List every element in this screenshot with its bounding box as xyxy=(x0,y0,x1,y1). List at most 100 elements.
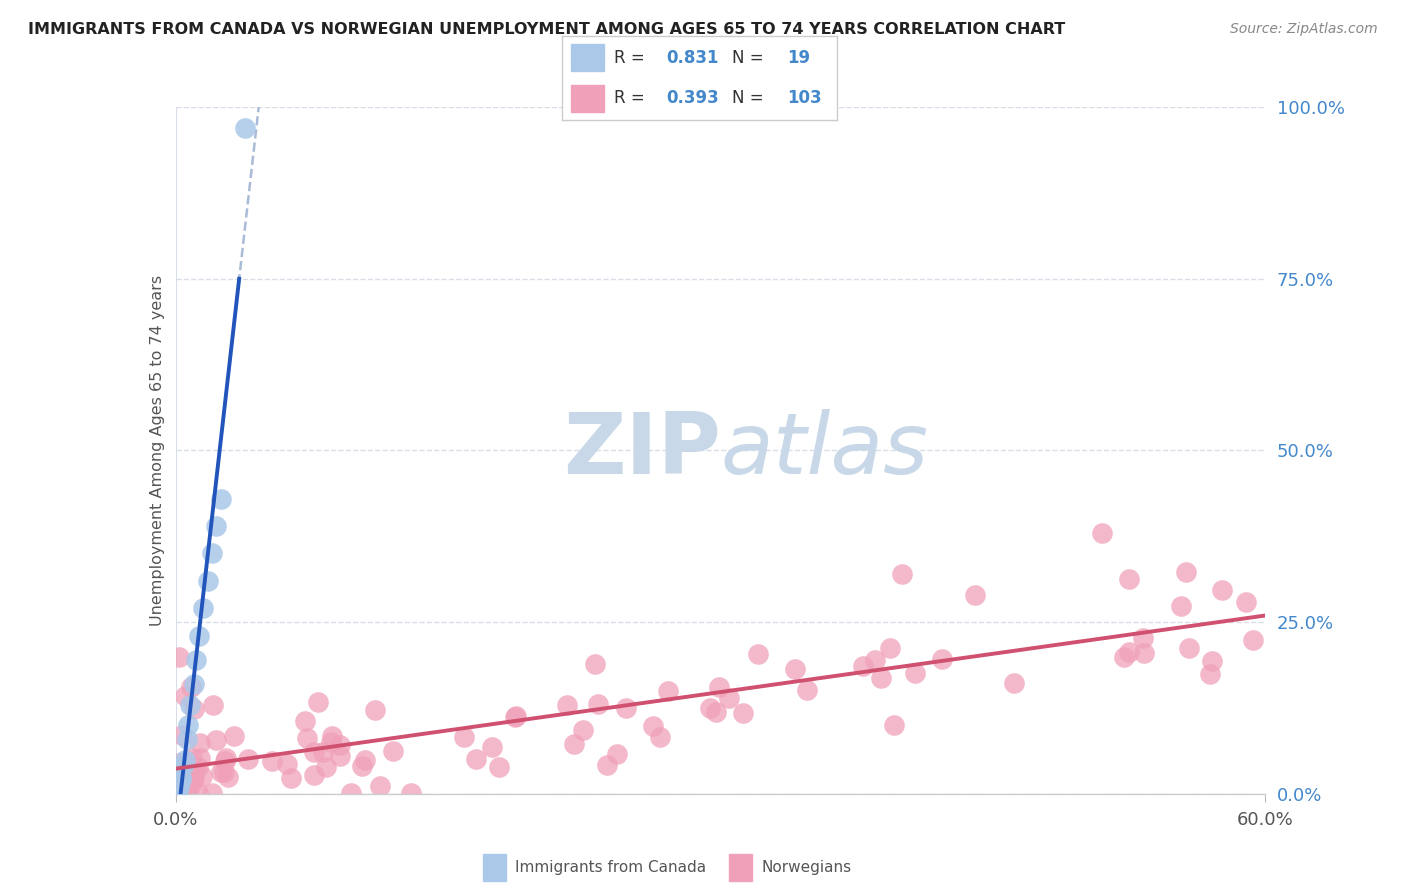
Point xyxy=(657,684,679,698)
Point xyxy=(184,653,207,667)
Point xyxy=(1234,595,1257,609)
Point xyxy=(170,773,193,788)
Point xyxy=(783,662,806,676)
Text: Norwegians: Norwegians xyxy=(761,861,851,875)
Point xyxy=(302,745,325,759)
Text: N =: N = xyxy=(733,49,769,67)
Text: IMMIGRANTS FROM CANADA VS NORWEGIAN UNEMPLOYMENT AMONG AGES 65 TO 74 YEARS CORRE: IMMIGRANTS FROM CANADA VS NORWEGIAN UNEM… xyxy=(28,22,1066,37)
Point xyxy=(280,771,302,785)
Point xyxy=(555,698,578,713)
Point xyxy=(931,651,953,665)
Point xyxy=(179,758,201,772)
Point xyxy=(188,751,211,765)
Point xyxy=(329,749,352,764)
Y-axis label: Unemployment Among Ages 65 to 74 years: Unemployment Among Ages 65 to 74 years xyxy=(149,275,165,626)
Text: 0.831: 0.831 xyxy=(666,49,718,67)
Point xyxy=(214,754,236,768)
Point xyxy=(187,760,209,774)
Point xyxy=(1211,582,1233,597)
Point xyxy=(197,574,219,588)
Point xyxy=(321,729,343,743)
Bar xyxy=(571,85,603,112)
Point xyxy=(174,778,197,792)
Bar xyxy=(728,855,752,881)
Point xyxy=(1091,525,1114,540)
Point xyxy=(1174,565,1197,579)
Point xyxy=(212,765,235,780)
Point xyxy=(169,780,191,794)
Point xyxy=(796,682,818,697)
Point xyxy=(1118,573,1140,587)
Point xyxy=(879,640,901,655)
Point xyxy=(596,757,619,772)
Point xyxy=(704,706,727,720)
Point xyxy=(1201,654,1223,668)
Point xyxy=(236,752,259,766)
Point xyxy=(170,770,193,784)
Point xyxy=(177,718,200,732)
Point xyxy=(187,785,209,799)
Point xyxy=(183,701,205,715)
Point xyxy=(503,710,526,724)
Point xyxy=(863,653,886,667)
Point xyxy=(294,714,316,728)
Point xyxy=(583,657,606,672)
Text: ZIP: ZIP xyxy=(562,409,721,492)
Point xyxy=(215,751,238,765)
Point xyxy=(562,737,585,751)
Point xyxy=(201,546,224,561)
Point xyxy=(381,744,404,758)
Point xyxy=(202,698,225,712)
Point xyxy=(169,650,191,665)
Point xyxy=(173,690,195,704)
Point xyxy=(183,677,205,691)
Text: 19: 19 xyxy=(787,49,810,67)
Point xyxy=(699,701,721,715)
Point xyxy=(1002,675,1025,690)
Point xyxy=(851,659,873,673)
Point xyxy=(188,736,211,750)
Point xyxy=(217,770,239,784)
Point xyxy=(870,671,893,685)
Point xyxy=(200,785,222,799)
Point xyxy=(1241,633,1264,648)
Point xyxy=(173,753,195,767)
Point xyxy=(488,759,510,773)
Point xyxy=(176,754,198,768)
Point xyxy=(180,751,202,765)
Point xyxy=(354,753,377,767)
Bar xyxy=(482,855,506,881)
Point xyxy=(183,771,205,785)
Text: Source: ZipAtlas.com: Source: ZipAtlas.com xyxy=(1230,22,1378,37)
Point xyxy=(350,759,373,773)
Point xyxy=(174,759,197,773)
Point xyxy=(891,567,914,582)
Point xyxy=(233,120,256,135)
Point xyxy=(172,728,194,742)
Text: R =: R = xyxy=(614,89,651,107)
Point xyxy=(1114,650,1136,665)
Point xyxy=(1133,646,1156,660)
Text: N =: N = xyxy=(733,89,769,107)
Text: Immigrants from Canada: Immigrants from Canada xyxy=(515,861,706,875)
Point xyxy=(179,698,201,712)
Point xyxy=(276,756,298,771)
Point xyxy=(188,629,211,643)
Point xyxy=(176,785,198,799)
Point xyxy=(340,785,363,799)
Point xyxy=(1178,641,1201,656)
Point xyxy=(204,519,226,533)
Point xyxy=(183,761,205,775)
Point xyxy=(1118,645,1140,659)
Point xyxy=(191,601,214,615)
Point xyxy=(1170,599,1192,613)
Point xyxy=(641,719,664,733)
Point xyxy=(481,740,503,755)
Point xyxy=(707,680,730,694)
Point xyxy=(181,765,204,780)
Point xyxy=(315,759,337,773)
Point xyxy=(368,780,391,794)
Point xyxy=(209,491,232,506)
Point xyxy=(465,752,488,766)
Point xyxy=(364,703,387,717)
